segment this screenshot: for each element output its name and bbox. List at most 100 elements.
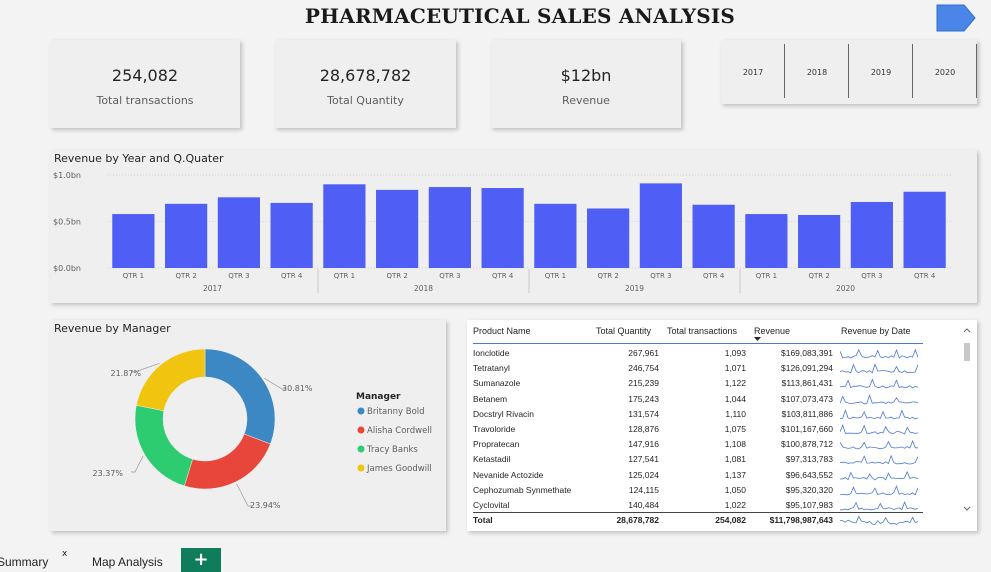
legend-marker bbox=[357, 464, 365, 472]
table-row[interactable]: Ionclotide 267,961 1,093 $169,083,391 bbox=[473, 346, 923, 361]
donut-slice bbox=[184, 433, 271, 490]
transactions-cell: 1,108 bbox=[724, 439, 746, 450]
donut-slice bbox=[134, 405, 193, 487]
tab-close-icon[interactable]: x bbox=[62, 549, 68, 559]
sparkline-line bbox=[840, 484, 918, 496]
quantity-cell: 128,876 bbox=[628, 424, 659, 434]
sparkline-line bbox=[840, 500, 918, 511]
bar bbox=[165, 203, 208, 268]
slice-data-label: 30.81% bbox=[282, 384, 313, 393]
quantity-cell: 267,961 bbox=[628, 348, 659, 358]
x-tick-label: QTR 1 bbox=[545, 272, 566, 280]
legend-entry: Alisha Cordwell bbox=[367, 426, 432, 436]
table-row[interactable]: Cephozumab Synmethate 124,115 1,050 $95,320… bbox=[473, 483, 923, 498]
transactions-cell: 1,122 bbox=[724, 378, 746, 389]
transactions-cell: 1,071 bbox=[724, 363, 746, 374]
table-row[interactable]: Docstryl Rivacin 131,574 1,110 $103,811,886 bbox=[473, 407, 923, 422]
x-tick-label: QTR 3 bbox=[650, 272, 671, 280]
x-tick-label: QTR 2 bbox=[597, 272, 618, 280]
kpi-total-transactions: 254,082 Total transactions bbox=[50, 40, 240, 128]
header-product-name[interactable]: Product Name bbox=[473, 326, 531, 336]
table-row[interactable]: Betanem 175,243 1,044 $107,073,473 bbox=[473, 392, 923, 407]
slice-leader-line bbox=[131, 455, 144, 473]
sparkline-line bbox=[840, 408, 918, 420]
bar bbox=[903, 191, 946, 268]
slicer-year-2018[interactable]: 2018 bbox=[785, 40, 849, 104]
quantity-cell: 124,115 bbox=[628, 484, 659, 495]
legend-entry: Britanny Bold bbox=[367, 407, 425, 417]
table-row[interactable]: Travoloride 128,876 1,075 $101,167,660 bbox=[473, 422, 923, 437]
header-revenue-by-date[interactable]: Revenue by Date bbox=[841, 326, 911, 336]
x-tick-label: QTR 2 bbox=[808, 272, 829, 280]
sparkline-line bbox=[840, 378, 918, 389]
sparkline-line bbox=[840, 424, 918, 435]
revenue-cell: $100,878,712 bbox=[781, 439, 833, 450]
next-page-arrow-icon[interactable] bbox=[936, 4, 976, 32]
header-revenue[interactable]: Revenue bbox=[754, 326, 791, 336]
header-total-quantity[interactable]: Total Quantity bbox=[596, 326, 652, 336]
table-row[interactable]: Propratecan 147,916 1,108 $100,878,712 bbox=[473, 437, 923, 452]
sparkline-line bbox=[840, 363, 918, 374]
donut-chart-title: Revenue by Manager bbox=[54, 322, 171, 335]
sparkline bbox=[840, 393, 918, 404]
product-name-cell: Cyclovital bbox=[473, 500, 510, 510]
sparkline bbox=[840, 484, 918, 496]
x-tick-label: QTR 1 bbox=[334, 272, 355, 280]
table-row[interactable]: Ketastadil 127,541 1,081 $97,313,783 bbox=[473, 452, 923, 467]
kpi-total-quantity: 28,678,782 Total Quantity bbox=[275, 40, 456, 128]
slicer-year-2020[interactable]: 2020 bbox=[913, 40, 977, 104]
transactions-cell: 1,050 bbox=[724, 484, 746, 495]
legend-marker bbox=[357, 407, 365, 415]
sparkline-line bbox=[840, 470, 918, 481]
bar bbox=[534, 203, 577, 268]
product-name-cell: Total bbox=[473, 515, 493, 525]
revenue-cell: $96,643,552 bbox=[785, 469, 833, 480]
quantity-cell: 127,541 bbox=[628, 454, 659, 465]
add-page-button[interactable]: + bbox=[181, 548, 221, 572]
header-total-transactions[interactable]: Total transactions bbox=[667, 326, 738, 336]
x-group-label: 2020 bbox=[836, 284, 855, 293]
sort-desc-icon bbox=[754, 337, 761, 341]
donut-slice bbox=[136, 348, 206, 412]
revenue-cell: $103,811,886 bbox=[781, 408, 833, 419]
sparkline bbox=[840, 500, 918, 511]
legend-entry: Tracy Banks bbox=[366, 445, 418, 455]
revenue-bar-chart: $1.0bn $0.5bn $0.0bn QTR 1 QTR 2 QTR 3 QTR 4 QT… bbox=[53, 171, 951, 293]
product-name-cell: Ionclotide bbox=[473, 348, 510, 358]
scroll-down-icon[interactable] bbox=[963, 506, 971, 512]
transactions-cell: 1,110 bbox=[725, 408, 746, 419]
revenue-cell: $113,861,431 bbox=[781, 378, 833, 389]
sparkline-line bbox=[840, 515, 918, 525]
legend-entry: James Goodwill bbox=[366, 464, 432, 474]
y-tick-label: $0.5bn bbox=[53, 218, 81, 227]
table-row[interactable]: Nevanide Actozide 125,024 1,137 $96,643,552 bbox=[473, 468, 923, 483]
bar bbox=[639, 183, 682, 268]
quantity-cell: 175,243 bbox=[628, 393, 659, 404]
slicer-year-2019[interactable]: 2019 bbox=[849, 40, 913, 104]
slice-data-label: 21.87% bbox=[110, 369, 141, 378]
slicer-year-2017[interactable]: 2017 bbox=[721, 40, 785, 104]
y-tick-label: $1.0bn bbox=[53, 171, 81, 180]
quantity-cell: 28,678,782 bbox=[616, 515, 659, 525]
sparkline-line bbox=[840, 393, 918, 404]
slice-data-label: 23.94% bbox=[250, 501, 281, 510]
scroll-up-icon[interactable] bbox=[963, 327, 971, 333]
table-row[interactable]: Sumanazole 215,239 1,122 $113,861,431 bbox=[473, 376, 923, 391]
table-row[interactable]: Tetratanyl 246,754 1,071 $126,091,294 bbox=[473, 361, 923, 376]
x-tick-label: QTR 4 bbox=[703, 272, 725, 280]
scrollbar-thumb[interactable] bbox=[964, 343, 970, 361]
revenue-cell: $95,107,983 bbox=[785, 500, 833, 510]
transactions-cell: 1,137 bbox=[724, 469, 746, 480]
kpi-value: 254,082 bbox=[111, 66, 179, 85]
x-group-label: 2018 bbox=[414, 284, 433, 293]
tab-map-analysis[interactable]: Map Analysis bbox=[92, 555, 163, 569]
table-scrollbar[interactable] bbox=[963, 343, 971, 506]
product-name-cell: Ketastadil bbox=[473, 454, 511, 465]
tab-summary[interactable]: Summary bbox=[0, 555, 49, 569]
product-name-cell: Travoloride bbox=[473, 424, 516, 434]
x-tick-label: QTR 1 bbox=[756, 272, 777, 280]
table-total-row[interactable]: Total 28,678,782 254,082 $11,798,987,643 bbox=[473, 513, 923, 528]
table-row[interactable]: Cyclovital 140,484 1,022 $95,107,983 bbox=[473, 498, 923, 513]
sparkline bbox=[840, 408, 918, 420]
x-tick-label: QTR 2 bbox=[175, 272, 196, 280]
